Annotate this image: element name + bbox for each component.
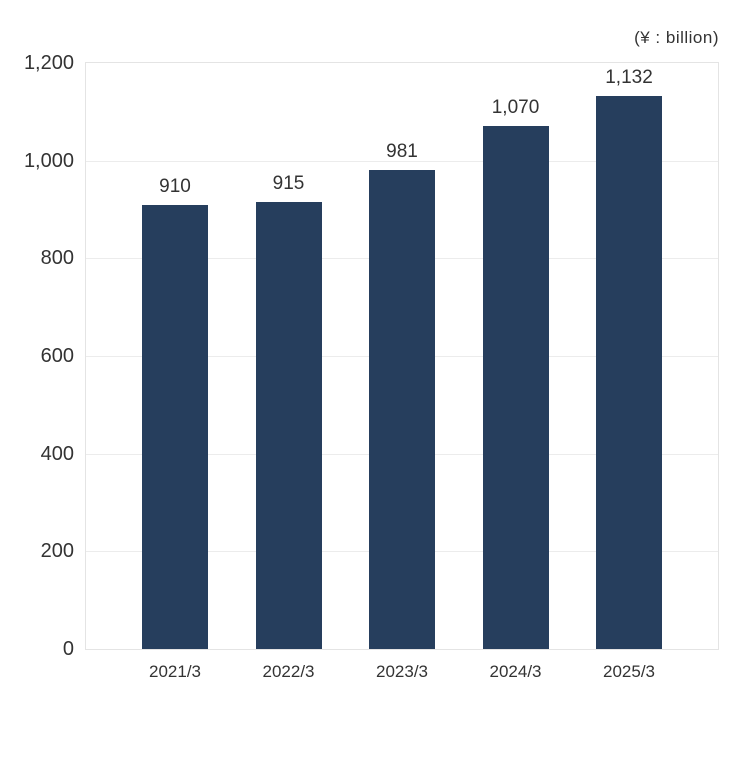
x-axis-tick-label: 2023/3 bbox=[376, 662, 428, 681]
bar bbox=[142, 204, 208, 649]
y-axis-tick-label: 600 bbox=[40, 345, 74, 367]
x-axis-tick-label: 2025/3 bbox=[603, 662, 655, 681]
y-axis-tick-label: 1,200 bbox=[23, 52, 74, 74]
x-axis-tick-label: 2024/3 bbox=[489, 662, 542, 681]
gridline bbox=[86, 160, 718, 162]
bar-value-label: 910 bbox=[159, 175, 191, 197]
bar bbox=[369, 169, 435, 649]
bar-value-label: 1,132 bbox=[605, 67, 653, 89]
bar bbox=[482, 126, 549, 649]
bar-value-label: 1,070 bbox=[491, 97, 540, 119]
y-axis-tick-label: 200 bbox=[40, 540, 74, 563]
y-axis-tick-label: 800 bbox=[40, 247, 74, 270]
unit-label: (¥ : billion) bbox=[634, 28, 719, 47]
bar bbox=[596, 96, 662, 649]
bar bbox=[255, 202, 322, 649]
y-axis-tick-label: 0 bbox=[62, 638, 74, 660]
x-axis-tick-label: 2022/3 bbox=[262, 662, 315, 681]
plot-area: 910 915 981 1,070 1,132 bbox=[85, 62, 719, 650]
bar-value-label: 915 bbox=[272, 173, 305, 195]
bar-value-label: 981 bbox=[386, 140, 418, 162]
x-axis-tick-label: 2021/3 bbox=[149, 662, 201, 681]
y-axis-tick-label: 400 bbox=[40, 442, 74, 465]
y-axis-tick-label: 1,000 bbox=[23, 149, 74, 172]
